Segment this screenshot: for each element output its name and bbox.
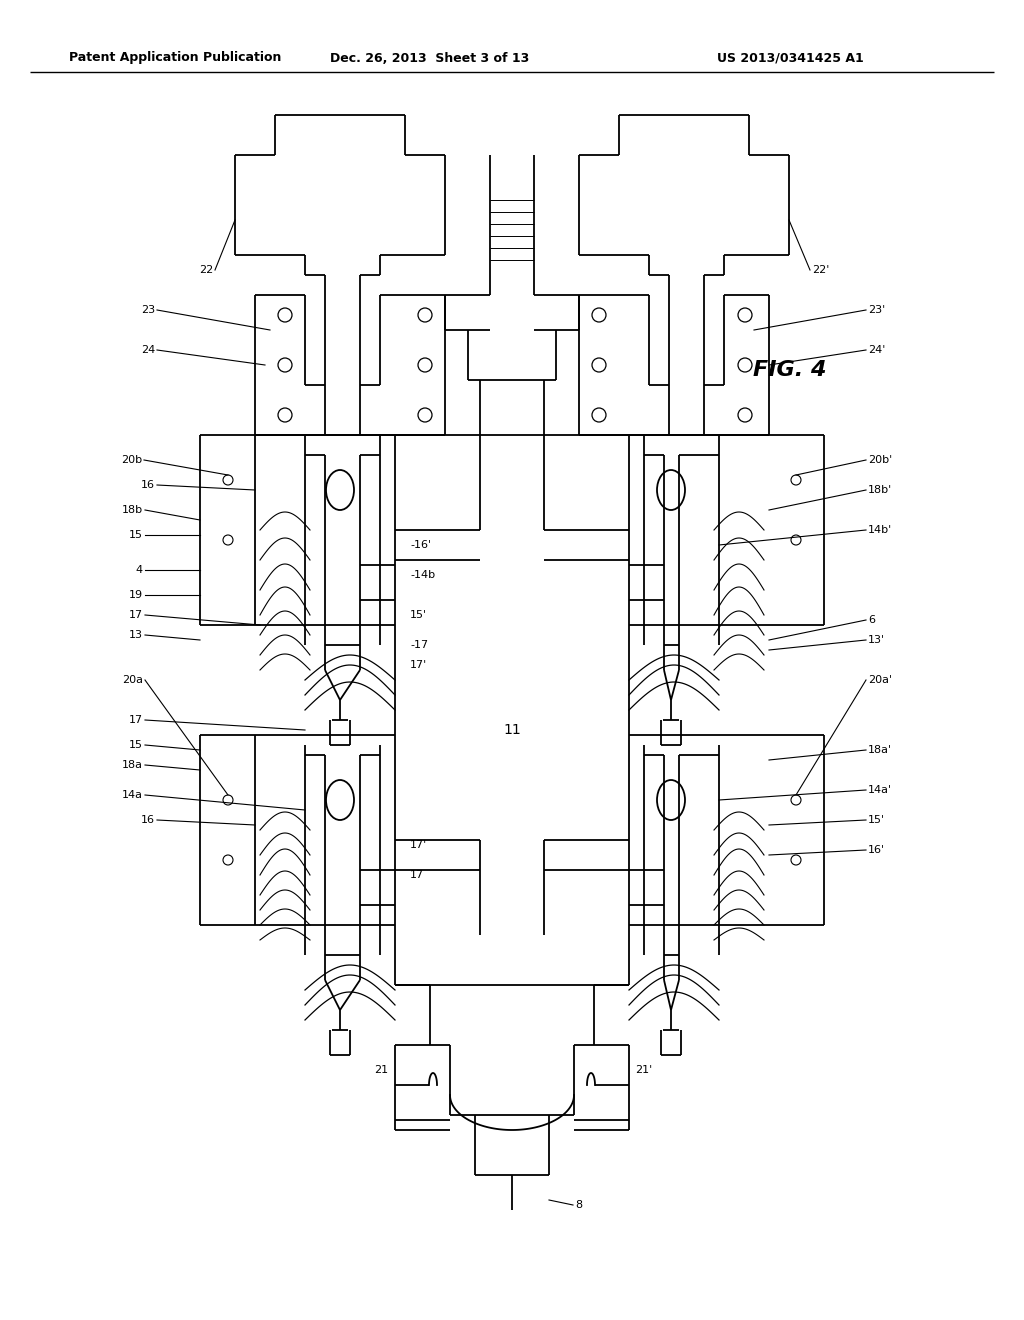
Text: 20a: 20a — [122, 675, 143, 685]
Text: 17': 17' — [410, 660, 427, 671]
Text: 18b: 18b — [122, 506, 143, 515]
Text: 23': 23' — [868, 305, 886, 315]
Text: 24': 24' — [868, 345, 886, 355]
Text: 20b': 20b' — [868, 455, 892, 465]
Ellipse shape — [657, 780, 685, 820]
Text: 15: 15 — [129, 531, 143, 540]
Text: 22': 22' — [812, 265, 829, 275]
Text: 21': 21' — [635, 1065, 652, 1074]
Text: 4: 4 — [136, 565, 143, 576]
Text: 6: 6 — [868, 615, 874, 624]
Text: 15: 15 — [129, 741, 143, 750]
Text: FIG. 4: FIG. 4 — [754, 360, 826, 380]
Text: 17: 17 — [129, 715, 143, 725]
Text: 13: 13 — [129, 630, 143, 640]
Text: 19: 19 — [129, 590, 143, 601]
Text: US 2013/0341425 A1: US 2013/0341425 A1 — [717, 51, 863, 65]
Text: 17': 17' — [410, 840, 427, 850]
Text: 15': 15' — [868, 814, 885, 825]
Text: 24: 24 — [140, 345, 155, 355]
Text: 22: 22 — [199, 265, 213, 275]
Text: 16: 16 — [141, 480, 155, 490]
Text: 15': 15' — [410, 610, 427, 620]
Ellipse shape — [326, 780, 354, 820]
Text: 14a': 14a' — [868, 785, 892, 795]
Text: 17: 17 — [410, 870, 424, 880]
Ellipse shape — [326, 470, 354, 510]
Text: 17: 17 — [129, 610, 143, 620]
Text: 14b': 14b' — [868, 525, 892, 535]
Text: Dec. 26, 2013  Sheet 3 of 13: Dec. 26, 2013 Sheet 3 of 13 — [331, 51, 529, 65]
Text: 18b': 18b' — [868, 484, 892, 495]
Text: 13': 13' — [868, 635, 885, 645]
Text: Patent Application Publication: Patent Application Publication — [69, 51, 282, 65]
Text: 14a: 14a — [122, 789, 143, 800]
Ellipse shape — [657, 470, 685, 510]
Text: 20b: 20b — [121, 455, 142, 465]
Text: -16': -16' — [410, 540, 431, 550]
Text: 21: 21 — [374, 1065, 388, 1074]
Text: 16': 16' — [868, 845, 885, 855]
Text: 11: 11 — [503, 723, 521, 737]
Text: 20a': 20a' — [868, 675, 892, 685]
Text: 23: 23 — [141, 305, 155, 315]
Text: -17: -17 — [410, 640, 428, 649]
Text: 18a': 18a' — [868, 744, 892, 755]
Text: -14b: -14b — [410, 570, 435, 579]
Text: 16: 16 — [141, 814, 155, 825]
Text: 18a: 18a — [122, 760, 143, 770]
Text: 8: 8 — [575, 1200, 582, 1210]
